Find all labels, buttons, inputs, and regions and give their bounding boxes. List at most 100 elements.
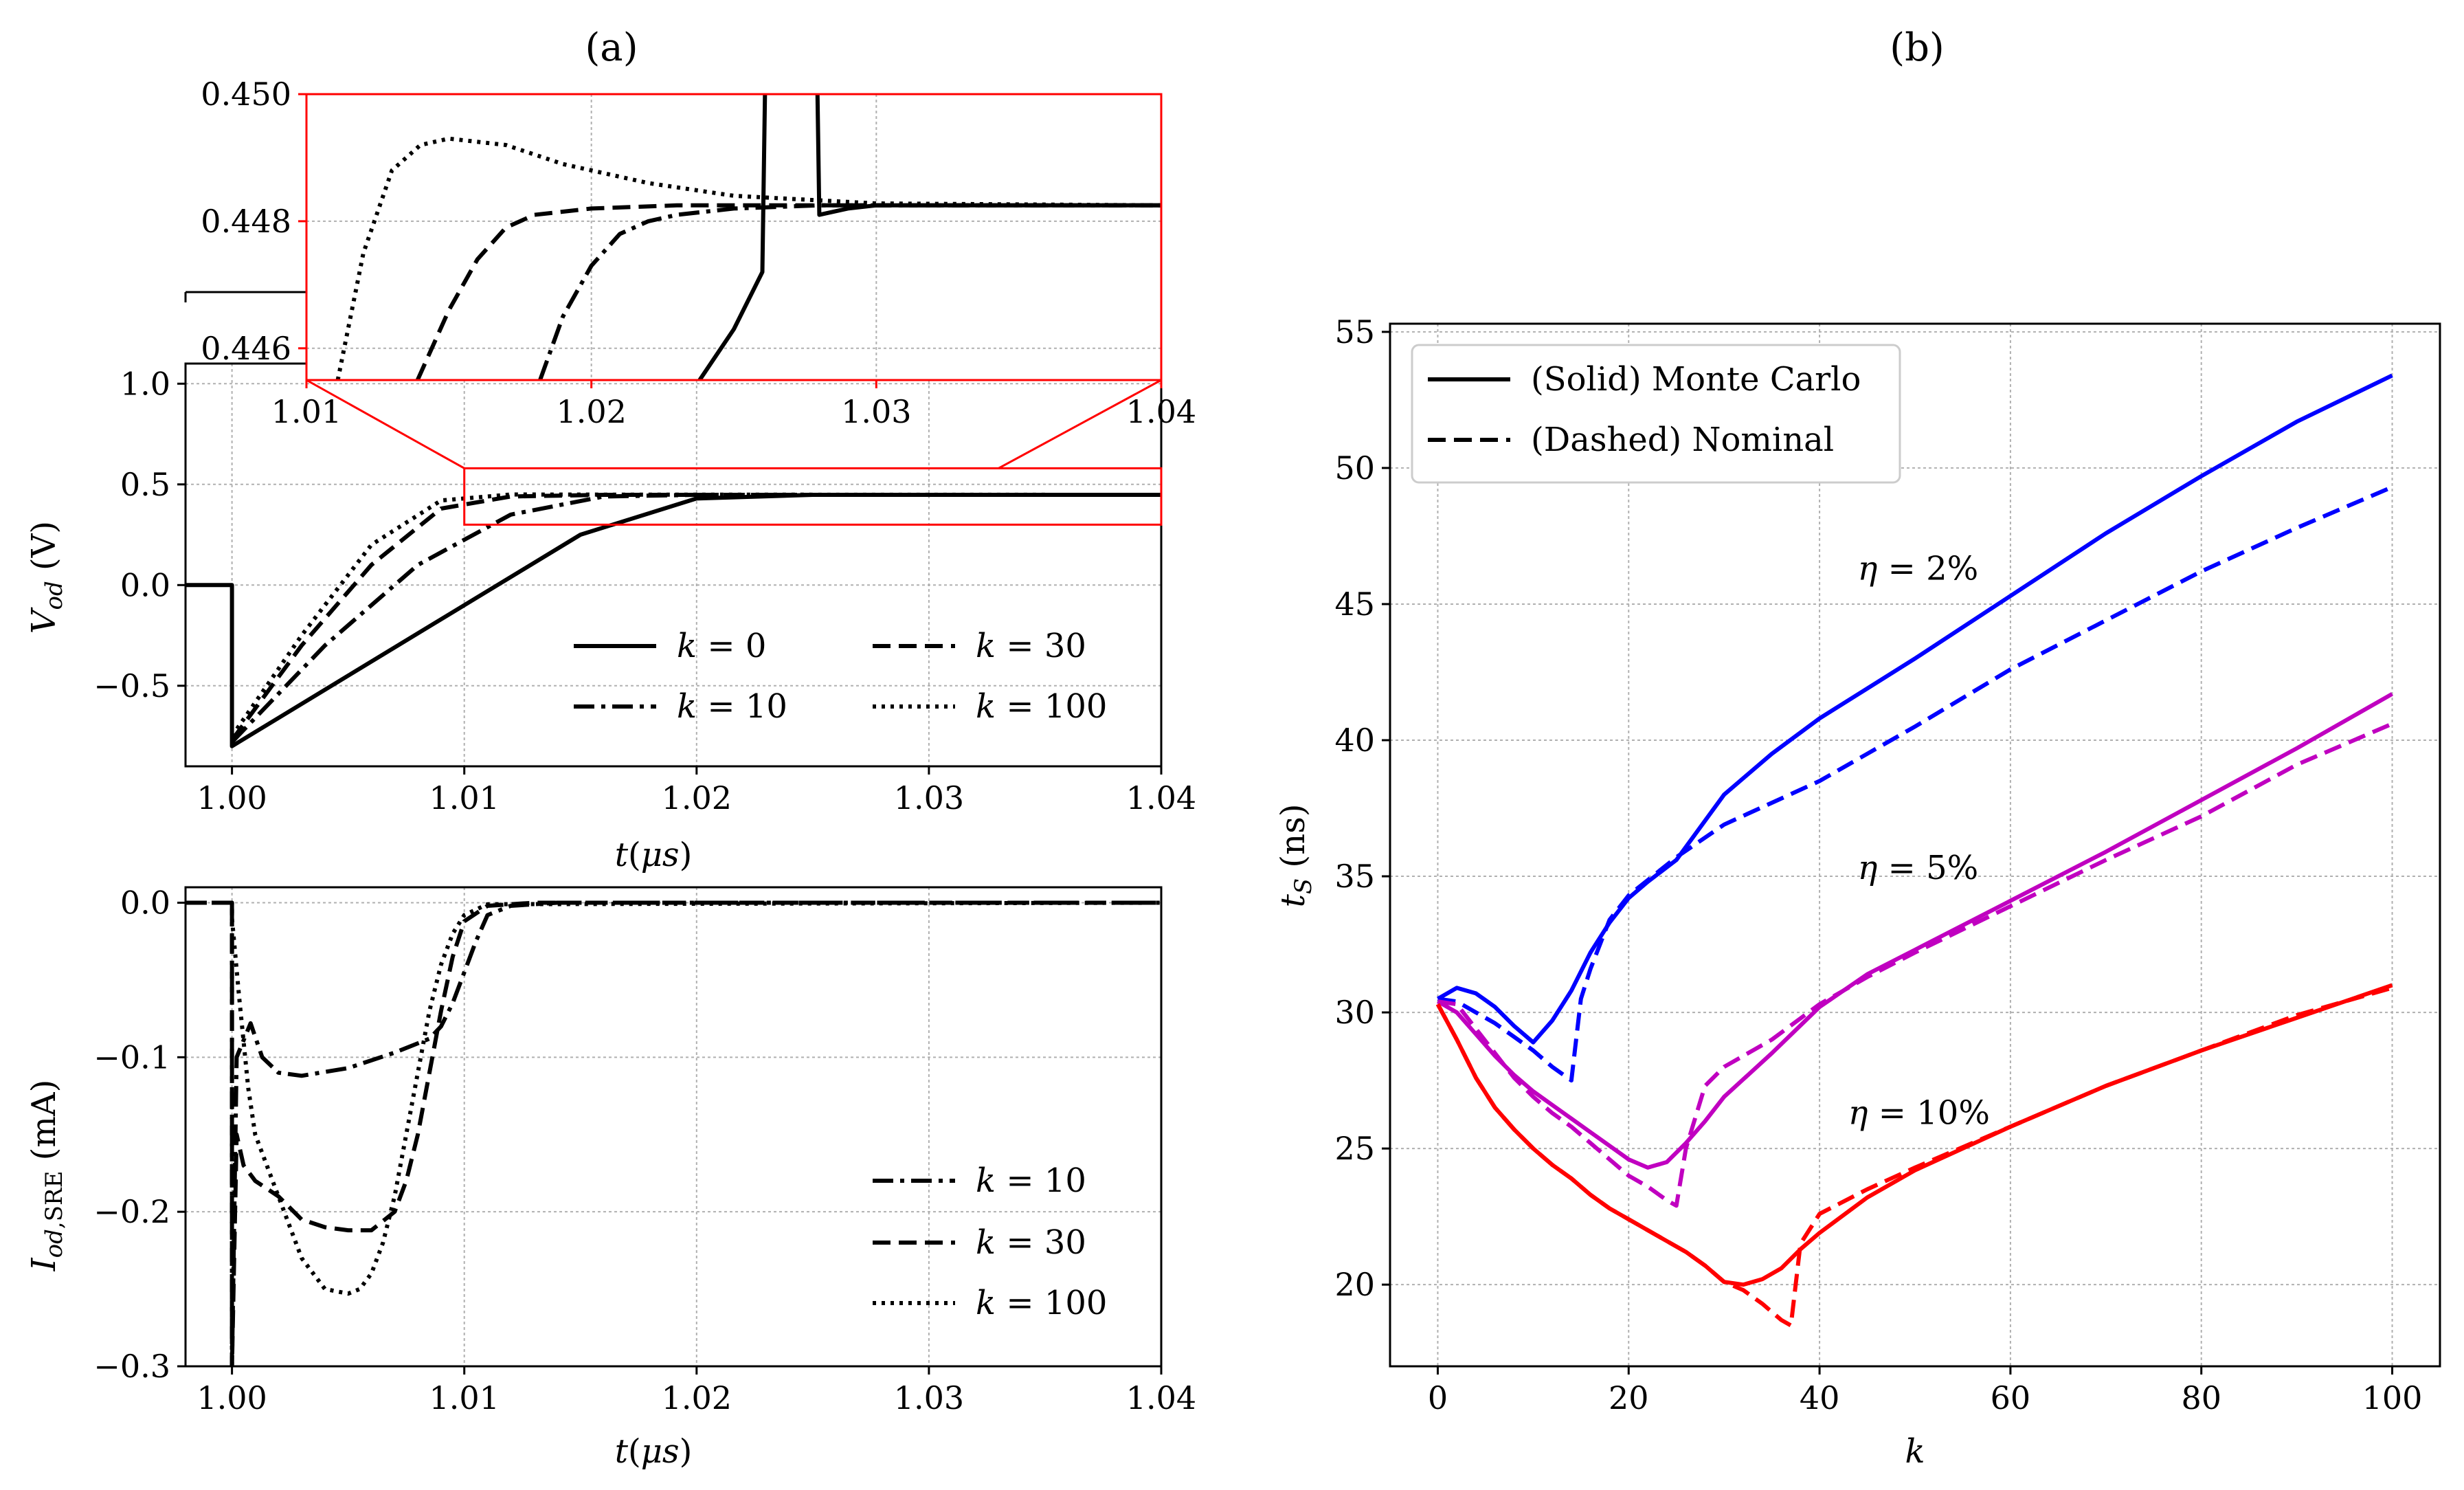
legend-value: = 10 (697, 687, 787, 726)
ts-series--2-nominal (1437, 485, 2393, 1083)
ts-series--5-nominal (1437, 722, 2393, 1208)
ts-monte-carlo-legend-label: (Solid) Monte Carlo (1531, 360, 1861, 399)
inset-background (306, 94, 1161, 380)
vod-x-tick-label: 1.04 (1126, 779, 1196, 816)
vod-y-tick-label: 0.5 (120, 466, 170, 503)
ts-x-tick-label: 40 (1800, 1379, 1840, 1416)
ts-series--10-nominal (1435, 986, 2393, 1328)
ts-eta-annotation: η = 2% (1858, 549, 1979, 588)
inset-x-tick-label: 1.04 (1126, 393, 1196, 430)
inset-series-k-10 (538, 203, 1161, 380)
panel-b-title: (b) (1890, 25, 1945, 70)
annotation-var: η (1858, 849, 1878, 887)
isre-k30-legend-label: k = 30 (976, 1223, 1086, 1262)
isre-plot: 1.00 1.01 1.02 1.03 1.04 −0.3 −0.2 −0.1 0.0 k = 1… (93, 884, 1196, 1416)
ts-y-tick-label: 20 (1334, 1266, 1375, 1303)
ts-x-tick-label: 60 (1991, 1379, 2031, 1416)
vod-k30-legend-label: k = 30 (976, 627, 1086, 665)
vod-y-label: Vod (V) (25, 521, 68, 634)
annotation-var: η (1848, 1094, 1868, 1133)
vod-k100-legend-label: k = 100 (976, 687, 1107, 726)
annotation-value: = 5% (1877, 849, 1978, 887)
isre-y-tick-label: −0.3 (93, 1348, 170, 1385)
legend-var: k (677, 687, 697, 726)
isre-k100-legend-label: k = 100 (976, 1284, 1107, 1322)
inset-connector-left (306, 379, 465, 469)
isre-x-tick-label: 1.01 (429, 1379, 500, 1416)
inset-series-k-30 (415, 203, 1161, 380)
isre-y-tick-label: 0.0 (120, 884, 170, 921)
vod-y-tick-label: 1.0 (120, 365, 170, 402)
ts-x-tick-label: 20 (1609, 1379, 1649, 1416)
legend-value: = 100 (996, 687, 1107, 726)
ts-x-tick-label: 80 (2181, 1379, 2221, 1416)
vod-zoom-box (463, 467, 1163, 526)
isre-y-tick-label: −0.2 (93, 1193, 170, 1230)
ts-x-label: k (1905, 1432, 1925, 1471)
legend-value: = 100 (996, 1284, 1107, 1322)
ts-y-tick-label: 45 (1334, 586, 1375, 623)
ts-frame (1389, 322, 2441, 1368)
isre-series-k-30 (186, 900, 1161, 1366)
vod-x-tick-label: 1.00 (197, 779, 267, 816)
vod-k10-legend-label: k = 10 (677, 687, 787, 726)
isre-x-tick-label: 1.02 (662, 1379, 732, 1416)
isre-y-tick-label: −0.1 (93, 1038, 170, 1076)
isre-frame (184, 886, 1163, 1368)
inset-y-tick-label: 0.448 (201, 203, 291, 240)
ts-x-tick-label: 100 (2362, 1379, 2423, 1416)
legend-var: k (976, 1161, 996, 1200)
annotation-var: η (1858, 549, 1878, 588)
inset-series-k-100 (335, 136, 1161, 380)
panel-a-title: (a) (585, 25, 638, 70)
inset-x-tick-label: 1.01 (271, 393, 341, 430)
legend-var: k (976, 627, 996, 665)
legend-value: = 30 (996, 1223, 1086, 1262)
isre-x-label: t(μs) (615, 1432, 693, 1471)
ts-y-tick-label: 25 (1334, 1130, 1375, 1167)
legend-var: k (976, 687, 996, 726)
ts-y-tick-label: 40 (1334, 722, 1375, 759)
ts-x-tick-label: 0 (1428, 1379, 1448, 1416)
ts-background (1390, 324, 2440, 1366)
legend-value: = 10 (996, 1161, 1086, 1200)
isre-x-tick-label: 1.04 (1126, 1379, 1196, 1416)
vod-y-tick-label: −0.5 (93, 667, 170, 704)
vod-x-tick-label: 1.01 (429, 779, 500, 816)
inset-connector-right (998, 379, 1162, 469)
inset-y-tick-label: 0.450 (201, 76, 291, 113)
ts-eta-annotation: η = 10% (1848, 1094, 1990, 1133)
vod-y-tick-label: 0.0 (120, 566, 170, 603)
inset-plot: 1.01 1.02 1.03 1.04 0.446 0.448 0.450 (184, 76, 1196, 430)
ts-eta-annotation: η = 5% (1858, 849, 1979, 887)
ts-nominal-legend-label: (Dashed) Nominal (1531, 421, 1834, 459)
ts-y-tick-label: 30 (1334, 994, 1375, 1031)
vod-series-k-30 (230, 493, 1161, 742)
ts-y-tick-label: 55 (1334, 313, 1375, 351)
ts-plot: 0 20 40 60 80 100 20 25 30 35 40 45 50 55 (Solid) Mont… (1334, 313, 2441, 1416)
isre-y-label: Iod,SRE (mA) (25, 1080, 68, 1272)
isre-series-k-100 (186, 900, 1161, 1296)
vod-x-label: t(μs) (615, 836, 693, 874)
legend-value: = 0 (697, 627, 766, 665)
ts-y-label: tS (ns) (1274, 804, 1317, 908)
ts-legend-box (1411, 344, 1901, 484)
isre-x-tick-label: 1.03 (894, 1379, 964, 1416)
annotation-value: = 2% (1877, 549, 1978, 588)
isre-x-tick-label: 1.00 (197, 1379, 267, 1416)
isre-series-k-10 (186, 900, 1161, 1366)
legend-var: k (976, 1223, 996, 1262)
inset-x-tick-label: 1.02 (556, 393, 626, 430)
vod-x-tick-label: 1.02 (662, 779, 732, 816)
ts-y-tick-label: 50 (1334, 449, 1375, 487)
inset-y-tick-label: 0.446 (201, 330, 291, 367)
ts-y-tick-label: 35 (1334, 858, 1375, 895)
vod-k0-legend-label: k = 0 (677, 627, 766, 665)
legend-var: k (677, 627, 697, 665)
annotation-value: = 10% (1868, 1094, 1990, 1133)
legend-var: k (976, 1284, 996, 1322)
inset-x-tick-label: 1.03 (841, 393, 911, 430)
legend-value: = 30 (996, 627, 1086, 665)
